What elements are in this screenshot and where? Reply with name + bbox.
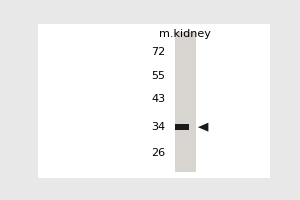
Polygon shape <box>198 123 208 132</box>
Text: 26: 26 <box>151 148 165 158</box>
Text: 55: 55 <box>152 71 165 81</box>
Text: m.kidney: m.kidney <box>159 29 211 39</box>
Bar <box>175 32 196 172</box>
Bar <box>175 124 189 130</box>
Text: 72: 72 <box>151 47 165 57</box>
Text: 34: 34 <box>151 122 165 132</box>
Text: 43: 43 <box>151 94 165 104</box>
